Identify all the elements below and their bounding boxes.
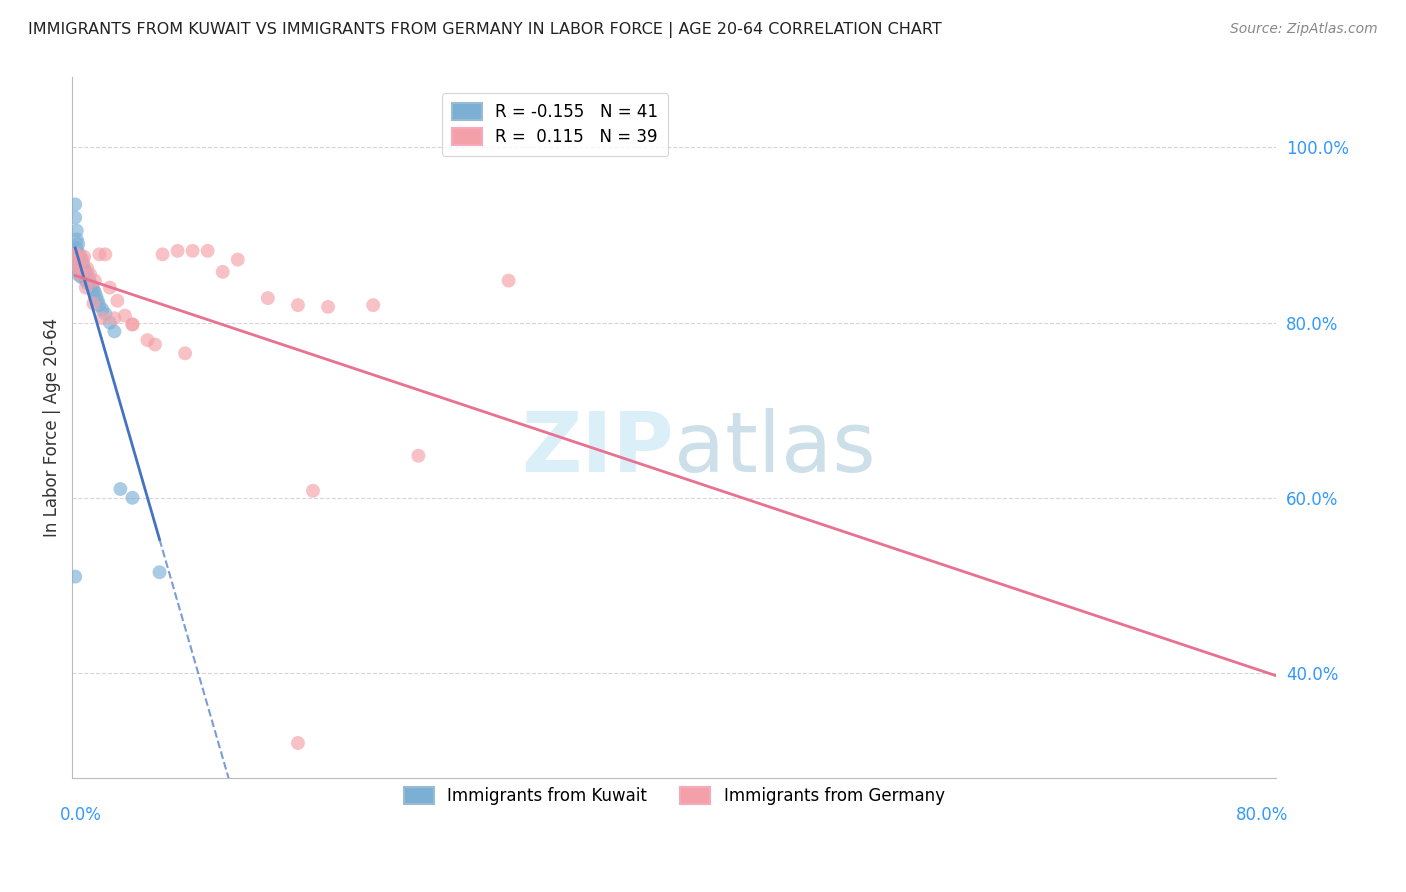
Point (65, 247, 87, 261)
Point (65, 569, 87, 583)
Point (143, 337, 166, 351)
Point (152, 247, 174, 261)
Point (79, 277, 101, 291)
Point (197, 244, 219, 258)
Text: 80.0%: 80.0% (1236, 806, 1288, 824)
Point (98, 280, 121, 294)
Point (287, 736, 309, 750)
Point (136, 333, 159, 347)
Point (94, 307, 117, 321)
Point (82, 282, 104, 296)
Point (66, 247, 89, 261)
Point (148, 565, 170, 579)
Point (83, 285, 105, 299)
Point (70, 261, 93, 276)
Point (69, 247, 91, 261)
Point (94, 247, 117, 261)
Y-axis label: In Labor Force | Age 20-64: In Labor Force | Age 20-64 (44, 318, 60, 537)
Point (103, 325, 125, 339)
Point (114, 309, 136, 323)
Text: atlas: atlas (673, 409, 876, 489)
Point (70, 270, 93, 285)
Point (69, 256, 91, 270)
Point (66, 241, 89, 255)
Point (98, 316, 121, 330)
Point (66, 254, 89, 268)
Point (67, 259, 90, 273)
Point (76, 268, 98, 282)
Point (316, 300, 339, 314)
Point (72, 265, 94, 279)
Point (83, 274, 105, 288)
Point (73, 250, 96, 264)
Point (66, 224, 89, 238)
Point (75, 274, 97, 288)
Point (87, 293, 110, 308)
Point (174, 346, 197, 360)
Point (77, 272, 100, 286)
Point (69, 265, 91, 279)
Point (66, 250, 89, 264)
Text: 0.0%: 0.0% (60, 806, 103, 824)
Point (72, 256, 94, 270)
Point (181, 244, 204, 258)
Point (67, 250, 90, 264)
Point (75, 265, 97, 279)
Point (72, 252, 94, 267)
Point (257, 291, 280, 305)
Point (105, 293, 128, 308)
Point (211, 265, 233, 279)
Point (89, 247, 111, 261)
Point (66, 254, 89, 268)
Point (226, 252, 249, 267)
Point (65, 197, 87, 211)
Point (70, 268, 93, 282)
Point (80, 278, 103, 293)
Point (302, 483, 325, 498)
Point (67, 236, 90, 251)
Point (408, 449, 430, 463)
Text: Source: ZipAtlas.com: Source: ZipAtlas.com (1230, 22, 1378, 37)
Point (82, 296, 104, 310)
Point (79, 268, 101, 282)
Point (67, 268, 90, 282)
Point (76, 261, 98, 276)
Text: IMMIGRANTS FROM KUWAIT VS IMMIGRANTS FROM GERMANY IN LABOR FORCE | AGE 20-64 COR: IMMIGRANTS FROM KUWAIT VS IMMIGRANTS FRO… (28, 22, 942, 38)
Point (65, 211, 87, 225)
Point (70, 252, 93, 267)
Point (91, 311, 114, 326)
Point (287, 298, 309, 312)
Point (84, 289, 107, 303)
Point (75, 280, 97, 294)
Point (91, 302, 114, 317)
Point (103, 311, 125, 326)
Point (73, 261, 96, 276)
Legend: Immigrants from Kuwait, Immigrants from Germany: Immigrants from Kuwait, Immigrants from … (396, 780, 952, 812)
Point (76, 277, 98, 291)
Point (498, 274, 520, 288)
Point (361, 298, 384, 312)
Point (66, 232, 89, 246)
Point (89, 298, 111, 312)
Point (69, 265, 91, 279)
Point (110, 482, 132, 496)
Point (121, 318, 143, 332)
Point (121, 491, 143, 505)
Point (73, 270, 96, 285)
Point (121, 318, 143, 332)
Point (166, 244, 188, 258)
Point (67, 259, 90, 273)
Text: ZIP: ZIP (522, 409, 673, 489)
